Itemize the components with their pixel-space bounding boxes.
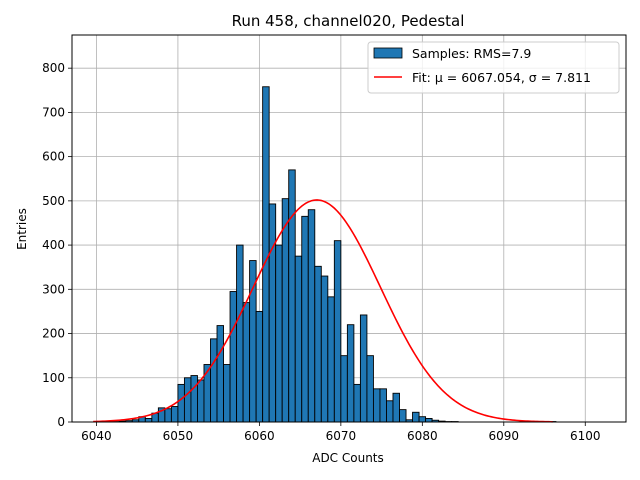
histogram-bar — [275, 244, 283, 423]
histogram-bar — [366, 355, 374, 423]
x-tick-label: 6040 — [81, 429, 112, 443]
histogram-bar — [242, 302, 251, 423]
x-tick-label: 6090 — [489, 429, 520, 443]
y-tick-label: 300 — [42, 282, 65, 296]
histogram-bar — [399, 409, 407, 423]
histogram-bar — [333, 240, 342, 423]
x-tick-label: 6070 — [326, 429, 357, 443]
histogram-bar — [386, 400, 394, 423]
histogram-bar — [210, 338, 218, 423]
y-tick-label: 400 — [42, 238, 65, 252]
x-tick-label: 6050 — [163, 429, 194, 443]
histogram-bar — [177, 383, 185, 423]
y-tick-label: 600 — [42, 150, 65, 164]
fit-curve — [93, 199, 553, 423]
histogram-bar — [197, 379, 205, 423]
histogram-bar — [372, 388, 381, 423]
histogram-bar — [268, 203, 277, 423]
histogram-bar — [301, 215, 309, 423]
histogram-bar — [170, 406, 179, 423]
histogram-bar — [346, 324, 355, 423]
histogram-bar — [425, 418, 433, 423]
histogram-bar — [164, 408, 172, 423]
y-tick-label: 500 — [42, 194, 65, 208]
histogram-bar — [203, 364, 211, 423]
legend-fit-label: Fit: μ = 6067.054, σ = 7.811 — [412, 70, 591, 85]
x-tick-label: 6080 — [407, 429, 438, 443]
histogram-bar — [190, 375, 198, 423]
histogram-bar — [288, 169, 296, 423]
plot-frame — [71, 34, 627, 423]
histogram-bar — [418, 416, 427, 423]
histogram-bar — [412, 411, 420, 423]
x-axis-ticks: 6040 6050 6060 6070 6080 6090 6100 — [81, 422, 601, 443]
histogram-bar — [294, 255, 303, 423]
histogram-bar — [314, 265, 322, 423]
y-tick-label: 100 — [42, 371, 65, 385]
y-tick-label: 700 — [42, 105, 65, 119]
y-axis-ticks: 0 100 200 300 400 500 600 700 800 — [42, 61, 72, 429]
histogram-bar — [144, 418, 153, 423]
y-tick-label: 0 — [57, 415, 65, 429]
histogram-bar — [353, 383, 361, 423]
histogram-bar — [262, 86, 270, 423]
histogram-bar — [255, 310, 264, 423]
y-tick-label: 800 — [42, 61, 65, 75]
legend: Samples: RMS=7.9 Fit: μ = 6067.054, σ = … — [367, 41, 620, 94]
histogram-bar — [327, 296, 335, 423]
histogram-bar — [359, 314, 368, 423]
histogram-bar — [392, 392, 400, 423]
x-axis-label: ADC Counts — [312, 451, 384, 465]
legend-bars-label: Samples: RMS=7.9 — [412, 46, 531, 61]
histogram-bar — [307, 209, 316, 423]
histogram-bar — [320, 275, 329, 423]
histogram-bar — [229, 291, 238, 423]
histogram-bar — [281, 198, 290, 423]
legend-box — [367, 41, 620, 94]
histogram-bar — [216, 325, 224, 423]
chart-title: Run 458, channel020, Pedestal — [232, 12, 465, 30]
histogram-bar — [340, 355, 348, 423]
y-tick-label: 200 — [42, 327, 65, 341]
histogram-bar — [379, 388, 387, 423]
histogram-bars — [99, 86, 557, 423]
histogram-bar — [183, 377, 192, 423]
y-axis-label: Entries — [15, 208, 29, 250]
x-tick-label: 6060 — [244, 429, 275, 443]
x-tick-label: 6100 — [570, 429, 601, 443]
histogram-bar — [236, 244, 244, 423]
histogram-bar — [223, 364, 231, 423]
legend-bars-swatch — [373, 47, 403, 59]
